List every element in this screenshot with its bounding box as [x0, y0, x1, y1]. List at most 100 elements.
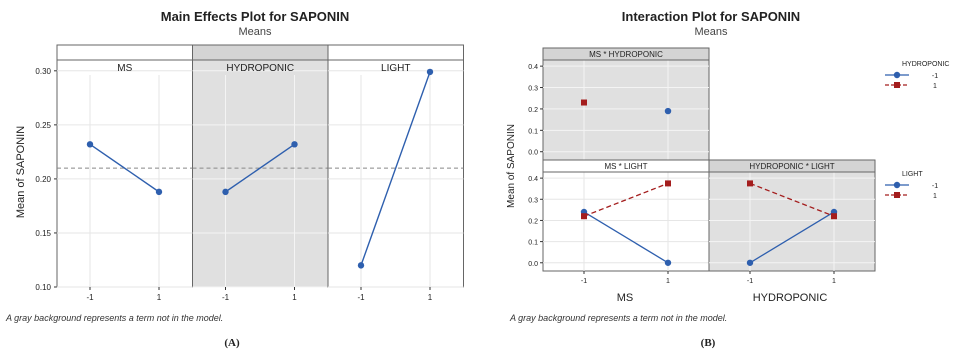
y-tick-label: 0.2: [528, 218, 538, 225]
y-tick-label: 0.3: [528, 86, 538, 93]
main-effects-chart: Main Effects Plot for SAPONIN Means Mean…: [5, 9, 464, 349]
interaction-xlabel-hydroponic: HYDROPONIC: [753, 292, 828, 304]
y-tick-label: 0.20: [35, 175, 51, 184]
main-effects-caption: (A): [224, 337, 240, 349]
legend-entry: -1: [932, 183, 938, 190]
data-point: [426, 68, 434, 76]
data-point: [746, 259, 754, 266]
main-effects-panel-ms: MS -1 1: [56, 44, 193, 302]
panel-header: [327, 44, 464, 61]
y-tick-label: 0.3: [528, 197, 538, 204]
y-tick-label: 0.1: [528, 240, 538, 247]
y-tick-label: 0.15: [35, 229, 51, 238]
legend-marker: [893, 181, 901, 189]
panel-background: [56, 59, 193, 288]
legend-hydroponic: HYDROPONIC -1 1: [885, 61, 949, 90]
data-point: [291, 141, 298, 148]
legend-entry: -1: [932, 73, 938, 80]
x-tick-label: 1: [157, 293, 162, 302]
data-point: [664, 259, 672, 266]
effect-line: [225, 143, 295, 193]
panel-background: [542, 159, 710, 272]
x-tick-label: 1: [832, 278, 836, 285]
interaction-title: Interaction Plot for SAPONIN: [622, 9, 800, 24]
data-point: [581, 213, 587, 220]
x-tick-label: 1: [666, 278, 670, 285]
data-point: [86, 141, 94, 148]
panel-label: MS * LIGHT: [604, 162, 647, 171]
main-effects-subtitle: Means: [238, 26, 272, 38]
panel-background: [192, 59, 329, 288]
legend-marker: [893, 71, 901, 79]
series-line-1: [749, 182, 835, 217]
interaction-ylabel: Mean of SAPONIN: [506, 124, 517, 208]
panel-label: LIGHT: [381, 63, 410, 74]
effect-line: [360, 71, 431, 266]
y-tick-label: 0.0: [528, 150, 538, 157]
panel-label: MS: [117, 63, 132, 74]
legend-title: HYDROPONIC: [902, 61, 949, 68]
x-tick-label: -1: [581, 278, 587, 285]
legend-entry: 1: [933, 83, 937, 90]
legend-title: LIGHT: [902, 171, 923, 178]
legend-light: LIGHT -1 1: [885, 171, 938, 200]
main-effects-footnote: A gray background represents a term not …: [5, 313, 223, 323]
y-tick-label: 0.0: [528, 261, 538, 268]
data-point: [831, 213, 837, 220]
y-tick-label: 0.2: [528, 107, 538, 114]
legend-marker: [894, 192, 900, 198]
interaction-legends: HYDROPONIC -1 1 LIGHT -1 1: [885, 61, 949, 200]
panel-background: [327, 59, 464, 288]
series-line--1: [749, 211, 835, 264]
panel-header: [56, 44, 193, 61]
y-tick-label: 0.10: [35, 283, 51, 292]
interaction-panel-1: MS * HYDROPONIC 0.0 0.1 0.2 0.3 0.4: [528, 47, 710, 161]
effect-line: [89, 143, 160, 193]
data-point: [664, 107, 672, 115]
panel-header: [192, 44, 329, 61]
panel-background: [542, 47, 710, 161]
y-tick-label: 0.4: [528, 64, 538, 71]
interaction-footnote: A gray background represents a term not …: [509, 313, 727, 323]
legend-entry: 1: [933, 193, 937, 200]
data-point: [665, 180, 671, 187]
legend-marker: [894, 82, 900, 88]
interaction-panel-2: MS * LIGHT 0.0 0.1 0.2 0.3 0.4 -1 1: [528, 159, 710, 285]
main-effects-panel-hydroponic: HYDROPONIC -1 1: [192, 44, 329, 302]
y-tick-label: 0.25: [35, 121, 51, 130]
interaction-caption: (B): [701, 337, 716, 349]
data-point: [357, 262, 365, 269]
panel-header: [542, 47, 710, 61]
y-tick-label: 0.4: [528, 176, 538, 183]
series-line--1: [583, 211, 669, 264]
x-tick-label: 1: [428, 293, 433, 302]
interaction-panel-3: HYDROPONIC * LIGHT -1 1: [708, 159, 876, 285]
x-tick-label: -1: [357, 293, 365, 302]
x-tick-label: -1: [86, 293, 94, 302]
y-tick-label: 0.30: [35, 67, 51, 76]
interaction-subtitle: Means: [694, 26, 728, 38]
x-tick-label: -1: [222, 293, 230, 302]
panel-background: [708, 159, 876, 272]
interaction-xlabel-ms: MS: [617, 292, 634, 304]
series-line-1: [583, 182, 669, 217]
x-tick-label: -1: [747, 278, 753, 285]
main-effects-ylabel: Mean of SAPONIN: [15, 126, 27, 218]
main-effects-title: Main Effects Plot for SAPONIN: [161, 9, 350, 24]
panel-label: HYDROPONIC * LIGHT: [749, 162, 834, 171]
main-effects-panel-light: LIGHT -1 1: [327, 44, 464, 302]
x-tick-label: 1: [292, 293, 297, 302]
main-effects-panels: MS -1 1 HYDROPONIC -1 1 LIGHT -1 1: [56, 44, 464, 302]
panel-label: HYDROPONIC: [226, 63, 294, 74]
panel-header: [708, 159, 876, 173]
data-point: [155, 188, 163, 196]
main-effects-y-axis: 0.10 0.15 0.20 0.25 0.30: [35, 67, 57, 292]
data-point: [581, 99, 587, 106]
data-point: [747, 180, 753, 187]
y-tick-label: 0.1: [528, 128, 538, 135]
panel-label: MS * HYDROPONIC: [589, 50, 663, 59]
interaction-chart: Interaction Plot for SAPONIN Means Mean …: [506, 9, 949, 349]
data-point: [222, 188, 229, 196]
